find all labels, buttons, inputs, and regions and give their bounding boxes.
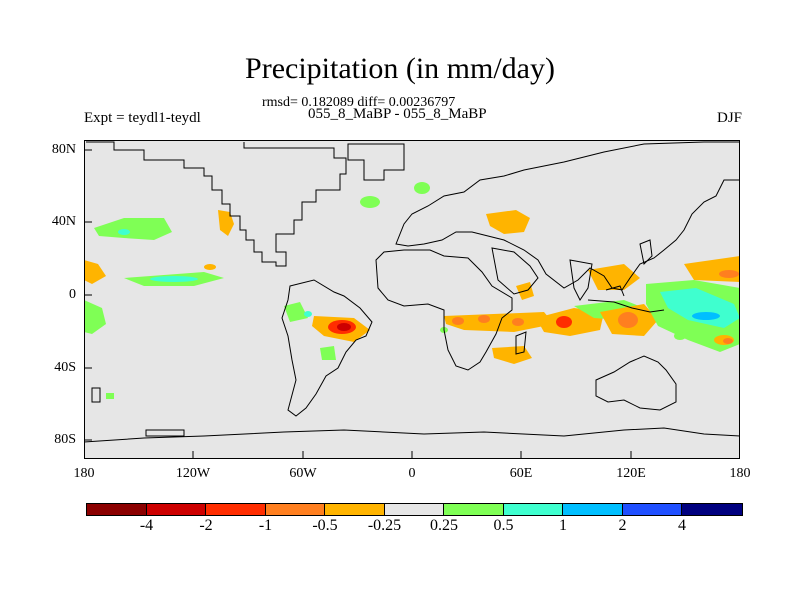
patch-natl-green xyxy=(360,196,380,208)
patch-spac-red xyxy=(723,338,733,344)
colorbar-label-0: -4 xyxy=(139,517,154,534)
north-america-outline xyxy=(86,141,347,267)
patch-npac-green xyxy=(94,218,172,240)
colorbar-swatch-4 xyxy=(325,504,385,515)
patch-africa-red3 xyxy=(512,318,524,326)
japan-outline xyxy=(639,239,653,266)
colorbar-swatch-8 xyxy=(563,504,623,515)
map-background xyxy=(84,140,740,459)
colorbar-swatch-1 xyxy=(146,504,206,515)
precipitation-map xyxy=(84,140,740,459)
colorbar-swatch-0 xyxy=(87,504,147,515)
colorbar-swatch-6 xyxy=(444,504,504,515)
experiment-label: Expt = teydl1-teydl xyxy=(84,110,201,126)
arabia-outline xyxy=(491,247,539,295)
patch-sam-south-green xyxy=(320,346,336,360)
anomaly-patches xyxy=(84,182,740,399)
patch-africa-orange xyxy=(444,312,554,332)
patch-eq-cyan xyxy=(150,276,198,282)
patch-asia-orange xyxy=(588,264,640,290)
africa-outline xyxy=(375,249,513,371)
eurasia-outline xyxy=(395,141,740,291)
india-outline xyxy=(569,259,593,301)
lon-label-180e: 180 xyxy=(729,466,751,481)
lat-label-eq: 0 xyxy=(69,287,76,302)
patch-wpac-blue xyxy=(692,312,720,320)
lon-label-120e: 120E xyxy=(616,466,646,481)
season-label: DJF xyxy=(716,110,742,126)
patch-npac-east-red xyxy=(719,270,739,278)
patch-madagascar-orange xyxy=(492,346,532,364)
south-america-outline xyxy=(281,279,373,417)
australia-outline xyxy=(595,355,677,411)
lon-label-60e: 60E xyxy=(509,466,533,481)
patch-small-green xyxy=(106,393,114,399)
patch-aus-green xyxy=(674,332,686,340)
colorbar-label-3: -0.5 xyxy=(312,517,338,534)
patch-sam-cyan xyxy=(304,311,312,317)
patch-npac-orange xyxy=(204,264,216,270)
lat-label-40s: 40S xyxy=(54,360,76,375)
colorbar-label-2: -1 xyxy=(258,517,273,534)
ticks xyxy=(84,149,632,459)
island-outline xyxy=(91,387,185,437)
patch-africa-red1 xyxy=(452,317,464,325)
lon-label-60w: 60W xyxy=(289,466,317,481)
lon-label-180w: 180 xyxy=(73,466,95,481)
colorbar-label-1: -2 xyxy=(199,517,213,534)
colorbar-swatch-3 xyxy=(265,504,325,515)
patch-indonesia-red xyxy=(618,312,638,328)
patch-west-green xyxy=(84,300,106,334)
colorbar-label-5: 0.25 xyxy=(430,517,458,534)
colorbar xyxy=(86,503,743,516)
patch-sam-darkred xyxy=(337,323,351,331)
coastlines xyxy=(84,141,740,443)
lat-label-40n: 40N xyxy=(51,214,76,229)
patch-wpac-cyan xyxy=(660,288,740,328)
colorbar-label-8: 2 xyxy=(618,517,627,534)
lat-label-80s: 80S xyxy=(54,432,76,447)
patch-west-orange xyxy=(84,260,106,284)
colorbar-swatch-10 xyxy=(682,504,742,515)
lon-label-120w: 120W xyxy=(175,466,211,481)
colorbar-swatch-2 xyxy=(206,504,266,515)
colorbar-label-6: 0.5 xyxy=(493,517,514,534)
greenland-outline xyxy=(347,143,405,181)
colorbar-label-9: 4 xyxy=(678,517,686,534)
colorbar-label-4: -0.25 xyxy=(367,517,402,534)
patch-io-red xyxy=(556,316,572,328)
stats-line: rmsd= 0.182089 diff= 0.00236797 xyxy=(262,95,456,110)
patch-africa-red2 xyxy=(478,315,490,323)
colorbar-swatch-7 xyxy=(503,504,563,515)
center-subtitle: 055_8_MaBP - 055_8_MaBP xyxy=(308,106,487,122)
colorbar-swatch-5 xyxy=(384,504,444,515)
patch-npac-cyan xyxy=(118,229,130,235)
lon-label-0: 0 xyxy=(408,466,416,481)
antarctica-outline xyxy=(84,427,740,443)
colorbar-label-7: 1 xyxy=(559,517,567,534)
patch-sam-green xyxy=(284,302,308,322)
patch-eur-green xyxy=(414,182,430,194)
lat-label-80n: 80N xyxy=(51,142,76,157)
plot-title: Precipitation (in mm/day) xyxy=(245,52,555,85)
colorbar-swatch-9 xyxy=(622,504,682,515)
madagascar-outline xyxy=(515,331,527,355)
patch-med-orange xyxy=(486,210,530,234)
indonesia-outline xyxy=(587,285,665,313)
